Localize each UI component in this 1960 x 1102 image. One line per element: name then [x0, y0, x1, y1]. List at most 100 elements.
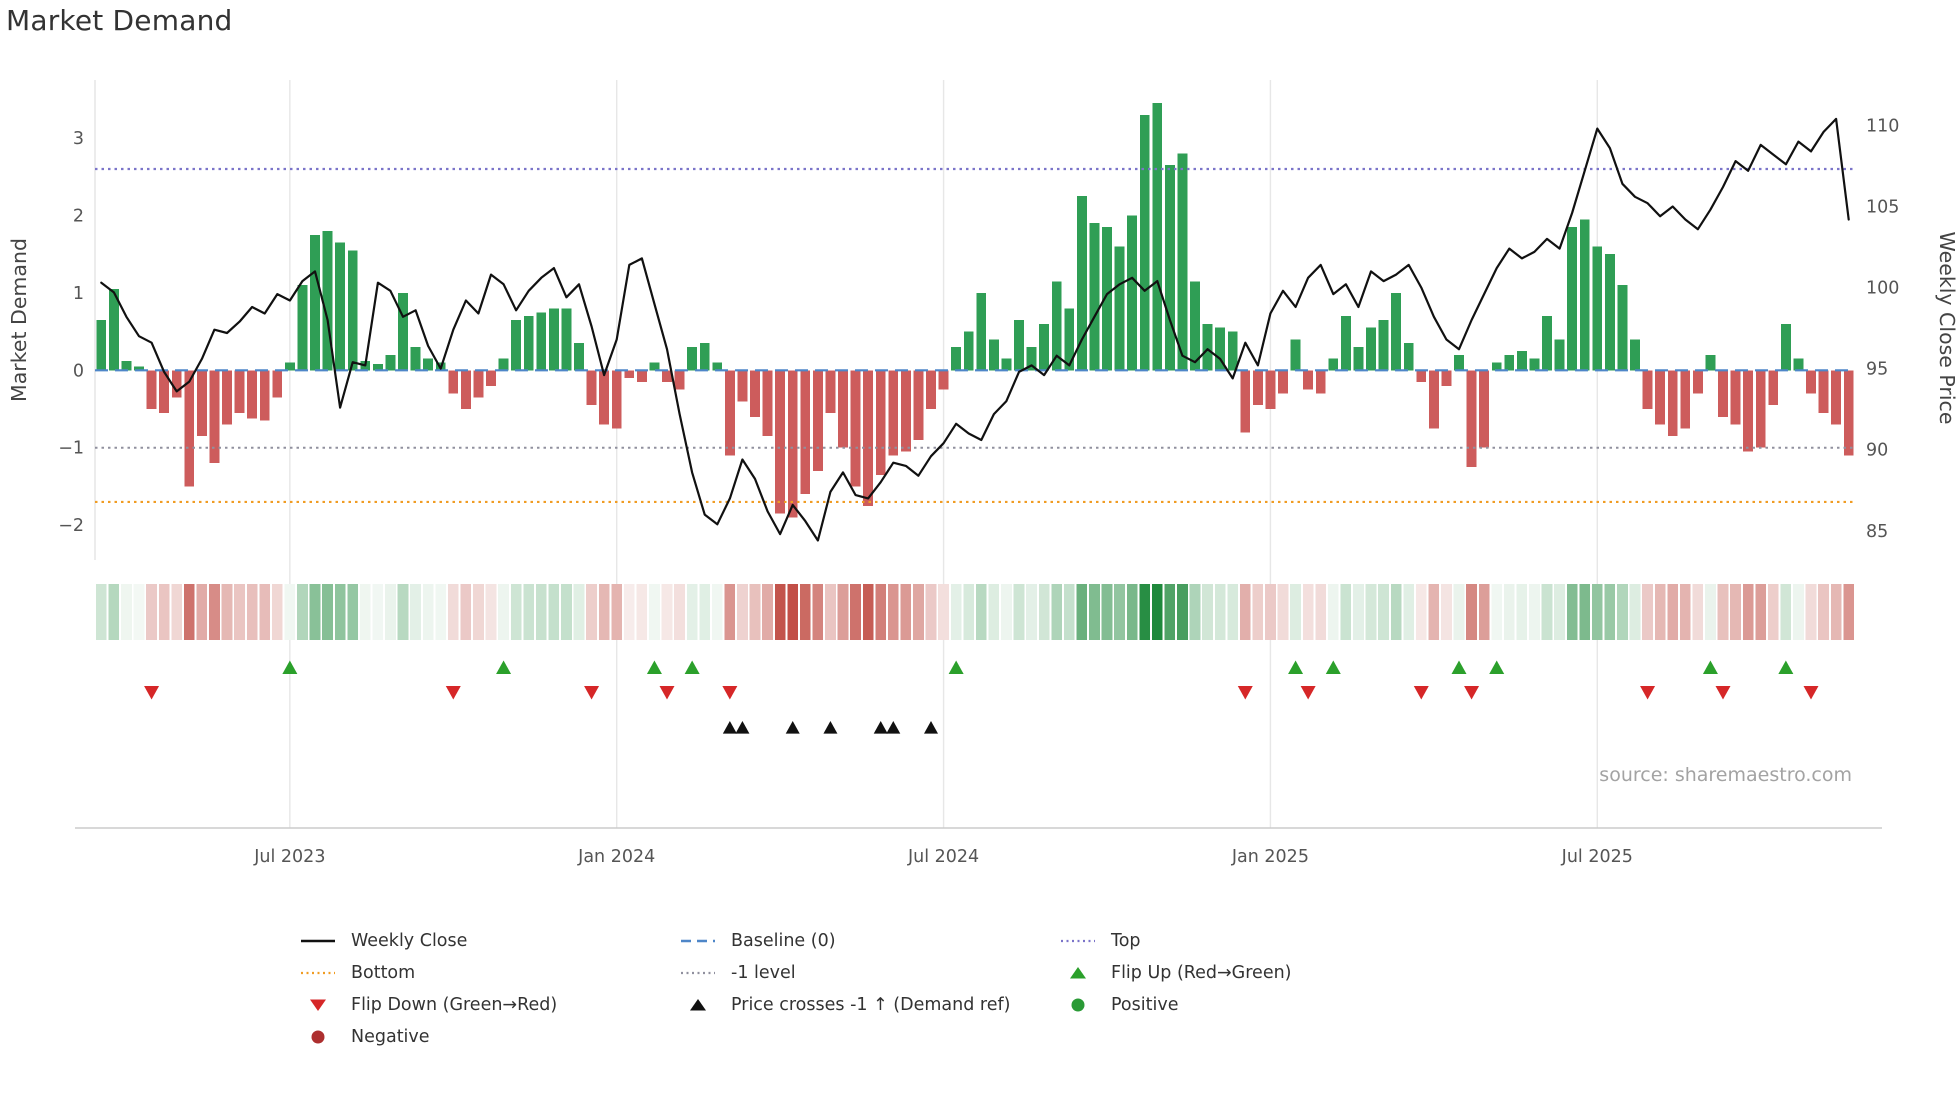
- heatmap-cell: [1026, 584, 1037, 640]
- demand-bar-positive: [1378, 320, 1389, 371]
- heatmap-cell: [209, 584, 220, 640]
- heatmap-cell: [1566, 584, 1578, 640]
- demand-bar-positive: [498, 358, 509, 371]
- heatmap-cell: [473, 584, 484, 640]
- legend-label-negative: Negative: [351, 1027, 430, 1047]
- axis-labels: −2 −1 0 1 2 3 85 90 95 100 105 110 Jul 2023 Jan 2024 J…: [7, 116, 1959, 867]
- demand-bar-positive: [1051, 281, 1062, 371]
- flip-down-marker: [584, 686, 600, 700]
- heatmap-cell: [246, 584, 258, 640]
- heatmap-cell: [1692, 584, 1704, 640]
- heatmap-cell: [523, 584, 535, 640]
- left-axis-title: Market Demand: [7, 238, 31, 402]
- bottom-dotted-line-icon: [301, 971, 335, 975]
- heatmap-cell: [1327, 584, 1339, 640]
- right-axis-tick-label: 110: [1866, 116, 1899, 136]
- heatmap-cell: [975, 584, 987, 640]
- demand-bar-positive: [1114, 246, 1125, 371]
- demand-bar-negative: [146, 370, 157, 410]
- heatmap-cell: [1189, 584, 1201, 640]
- demand-bar-negative: [850, 370, 861, 487]
- legend-item-negative: Negative: [298, 1024, 678, 1050]
- demand-bar-negative: [586, 370, 597, 406]
- legend-label-minus-one-level: -1 level: [731, 963, 796, 983]
- demand-bar-positive: [1164, 165, 1175, 371]
- heatmap-cell: [146, 584, 157, 640]
- heatmap-cell: [913, 584, 924, 640]
- heatmap-cell: [787, 584, 799, 640]
- legend-item-baseline: Baseline (0): [678, 928, 1058, 954]
- heatmap-cell: [1755, 584, 1767, 640]
- demand-bar-negative: [611, 370, 622, 429]
- demand-bar-positive: [1454, 354, 1464, 371]
- heatmap-cell: [397, 584, 409, 640]
- heatmap-cell: [1529, 584, 1540, 640]
- flip-up-marker: [1325, 660, 1341, 674]
- flip-down-marker: [1715, 686, 1731, 700]
- heatmap-cell: [963, 584, 975, 640]
- legend-item-positive: Positive: [1058, 992, 1438, 1018]
- page-title: Market Demand: [6, 4, 233, 37]
- flip-up-marker: [1702, 660, 1718, 674]
- heatmap-cell: [1805, 584, 1817, 640]
- demand-bar-negative: [599, 370, 610, 425]
- price-cross-marker: [823, 721, 838, 734]
- heatmap-cell: [1730, 584, 1741, 640]
- heatmap-cell: [674, 584, 685, 640]
- heatmap-cell: [1089, 584, 1100, 640]
- demand-bar-negative: [1768, 370, 1779, 406]
- demand-bar-negative: [636, 370, 647, 382]
- heatmap-cell: [611, 584, 623, 640]
- heatmap-cell: [1151, 584, 1163, 640]
- flip-down-marker: [144, 686, 160, 700]
- legend-label-flip-down: Flip Down (Green→Red): [351, 995, 558, 1015]
- heatmap-cell: [749, 584, 761, 640]
- heatmap-cell: [133, 584, 145, 640]
- heatmap-cell: [1541, 584, 1553, 640]
- demand-bar-positive: [1340, 316, 1351, 371]
- heatmap-cell: [322, 584, 333, 640]
- demand-bar-positive: [398, 292, 408, 371]
- demand-bar-negative: [812, 370, 823, 471]
- heatmap-cell: [900, 584, 912, 640]
- negative-dot-icon: [311, 1030, 325, 1044]
- demand-bar-positive: [687, 347, 698, 371]
- heatmap-cell: [799, 584, 811, 640]
- demand-bar-negative: [1730, 370, 1741, 425]
- heatmap-cell: [1717, 584, 1729, 640]
- demand-bar-positive: [951, 347, 962, 371]
- flip-up-marker: [496, 660, 512, 674]
- heatmap-cell: [498, 584, 509, 640]
- x-axis-tick-label: Jul 2025: [1561, 847, 1633, 867]
- demand-bar-negative: [159, 370, 170, 413]
- demand-bar-negative: [1265, 370, 1276, 410]
- source-credit: source: sharemaestro.com: [1599, 764, 1852, 786]
- minus-one-dotted-line-icon: [681, 971, 715, 975]
- heatmap-cell: [95, 584, 107, 640]
- heatmap-cell: [1591, 584, 1603, 640]
- heatmap-cell: [737, 584, 748, 640]
- heatmap-cell: [1290, 584, 1301, 640]
- heatmap-cell: [1428, 584, 1440, 640]
- heatmap-cell: [850, 584, 861, 640]
- demand-bar-negative: [1441, 370, 1452, 386]
- demand-bar-negative: [838, 370, 848, 448]
- demand-bar-negative: [875, 370, 886, 475]
- signal-markers: [144, 660, 1819, 734]
- demand-bar-negative: [787, 370, 798, 518]
- heatmap-cell: [1076, 584, 1088, 640]
- heatmap-cell: [1302, 584, 1314, 640]
- demand-bar-negative: [624, 370, 635, 379]
- heatmap-cell: [636, 584, 648, 640]
- legend-label-baseline: Baseline (0): [731, 931, 836, 951]
- demand-bar-negative: [1718, 370, 1728, 417]
- demand-bar-negative: [1667, 370, 1678, 437]
- demand-bar-negative: [913, 370, 924, 440]
- heatmap-cell: [1491, 584, 1503, 640]
- heatmap-cell: [1353, 584, 1364, 640]
- heatmap-cell: [1654, 584, 1666, 640]
- heatmap-cell: [950, 584, 962, 640]
- demand-bar-negative: [1755, 370, 1766, 448]
- demand-bar-negative: [1479, 370, 1490, 448]
- demand-bar-positive: [1604, 254, 1615, 371]
